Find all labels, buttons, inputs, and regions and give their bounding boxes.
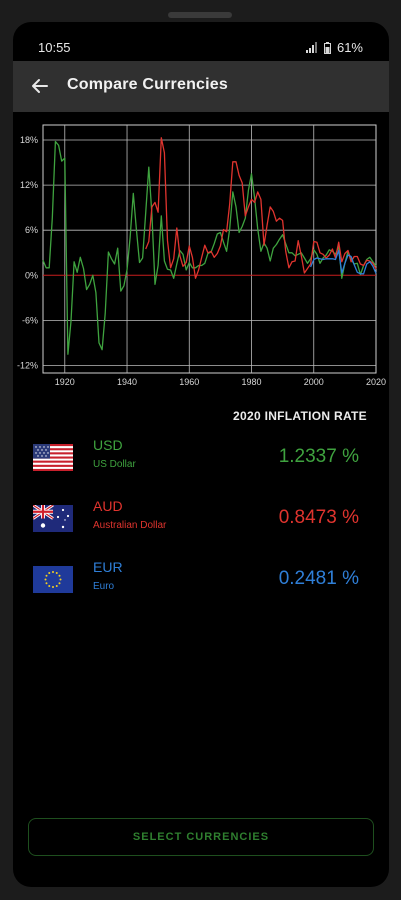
screen: 10:55 61% Compare Currenc — [13, 22, 389, 887]
select-currencies-button[interactable]: SELECT CURRENCIES — [28, 818, 374, 856]
inflation-chart: 18% 12% 6% 0% -6% -12% 1920 1940 1960 1980 2000 202… — [17, 124, 386, 387]
app-bar: Compare Currencies — [13, 61, 389, 112]
speaker-grille — [168, 12, 232, 18]
y-tick-label: 18% — [20, 135, 38, 145]
x-tick-label: 2020 — [366, 377, 386, 387]
x-tick-label: 1920 — [55, 377, 75, 387]
rate-header: 2020 INFLATION RATE — [233, 409, 367, 423]
plot-area — [42, 124, 377, 374]
currency-row-usd[interactable]: USD US Dollar 1.2337 % — [13, 432, 389, 482]
currency-code: EUR — [93, 559, 123, 575]
battery-icon — [323, 41, 331, 54]
signal-icon — [305, 42, 317, 53]
status-right: 61% — [305, 40, 363, 55]
y-tick-label: 6% — [25, 225, 38, 235]
currency-code: AUD — [93, 498, 123, 514]
currency-row-eur[interactable]: EUR Euro 0.2481 % — [13, 554, 389, 604]
y-tick-label: 12% — [20, 180, 38, 190]
currency-row-aud[interactable]: AUD Australian Dollar 0.8473 % — [13, 493, 389, 543]
status-time: 10:55 — [38, 40, 71, 55]
inflation-value: 0.8473 % — [278, 507, 359, 528]
inflation-value: 0.2481 % — [278, 568, 359, 589]
x-tick-label: 1960 — [179, 377, 199, 387]
currency-name: Australian Dollar — [93, 520, 167, 531]
x-tick-label: 1940 — [117, 377, 137, 387]
currency-code: USD — [93, 437, 123, 453]
x-tick-label: 2000 — [304, 377, 324, 387]
currency-name: Euro — [93, 581, 115, 592]
arrow-back-icon[interactable] — [27, 73, 53, 99]
series-line-eur — [310, 249, 377, 275]
x-tick-label: 1980 — [241, 377, 261, 387]
y-tick-label: -6% — [22, 315, 38, 325]
currency-name: US Dollar — [93, 459, 136, 470]
au-flag-icon — [33, 505, 73, 532]
y-tick-label: 0% — [25, 270, 38, 280]
page-title: Compare Currencies — [67, 76, 228, 93]
series-line-aud — [145, 137, 377, 279]
status-bar: 10:55 61% — [13, 40, 389, 62]
eu-flag-icon — [33, 566, 73, 593]
y-tick-label: -12% — [17, 360, 38, 370]
inflation-value: 1.2337 % — [278, 446, 359, 467]
us-flag-icon — [33, 444, 73, 471]
battery-percent: 61% — [336, 40, 363, 55]
